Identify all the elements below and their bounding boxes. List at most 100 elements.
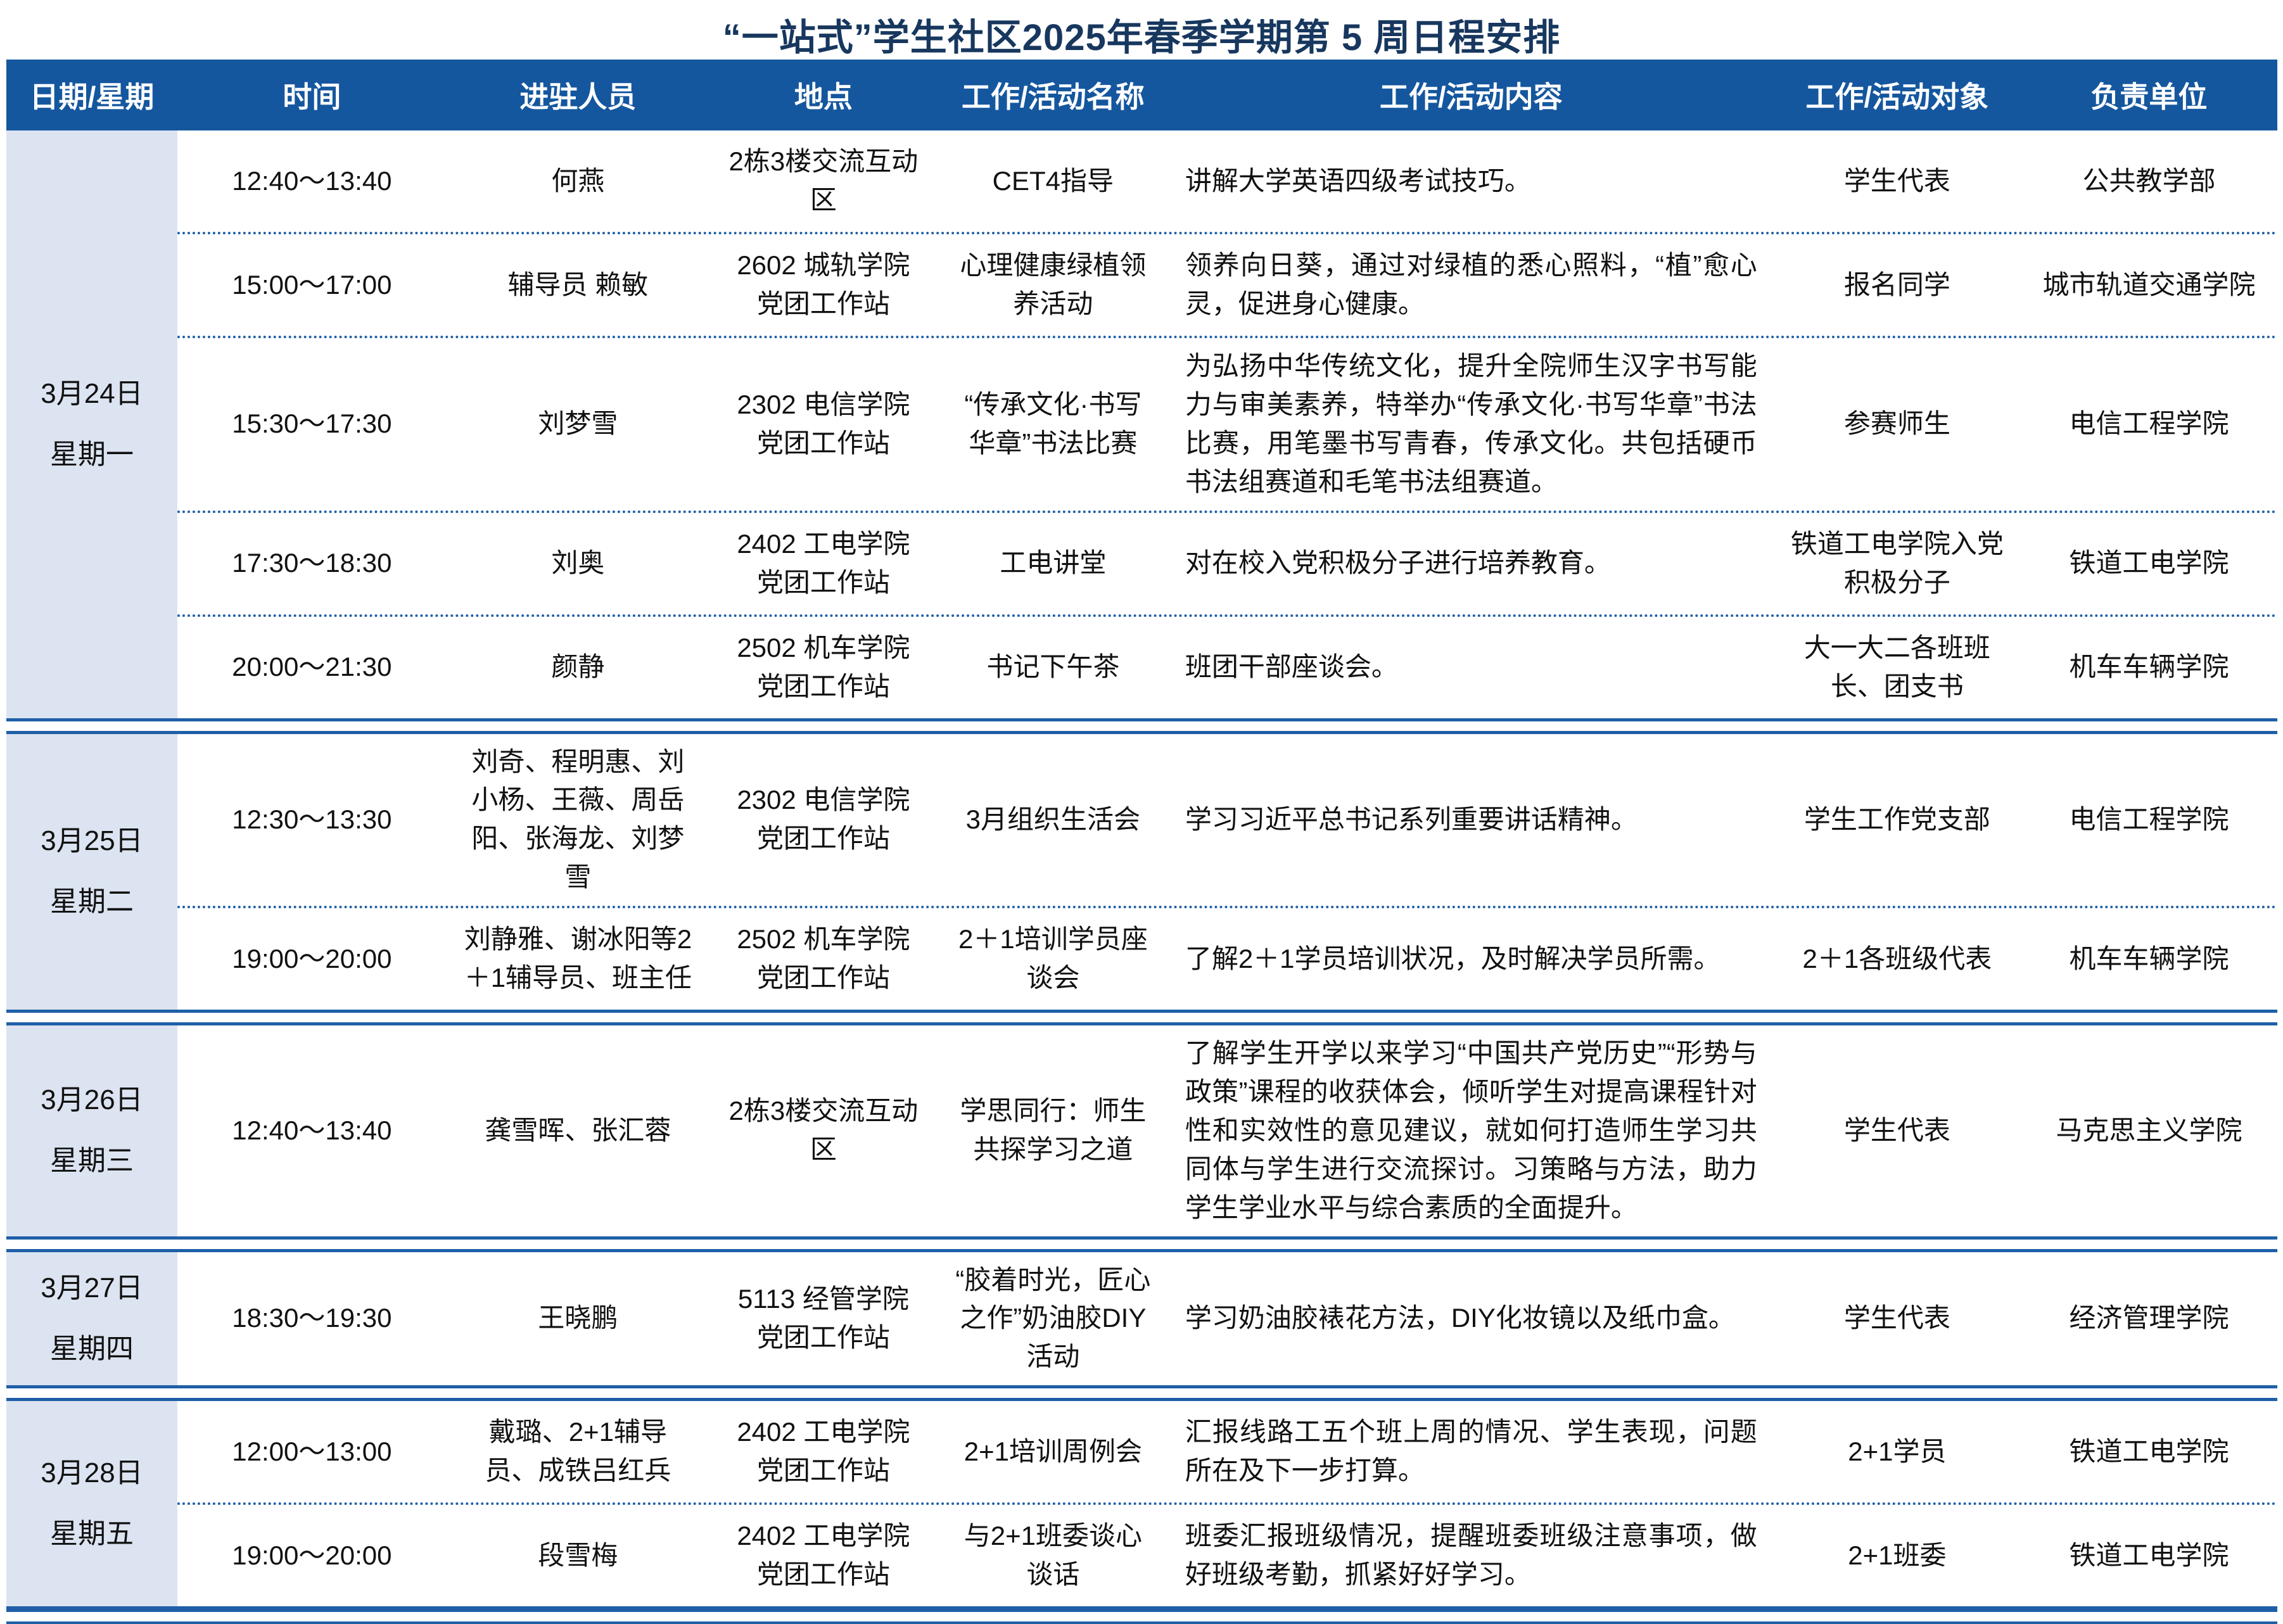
column-header: 工作/活动内容 [1379, 80, 1563, 113]
schedule-row: 15:00～17:00 辅导员 赖敏 2602 城轨学院党团工作站 心理健康绿植领养活… [177, 232, 2277, 336]
activity-name-cell: 2＋1培训学员座谈会 [958, 924, 1148, 993]
schedule-row: 12:00～13:00 戴璐、2+1辅导员、成铁吕红兵 2402 工电学院党团工作站… [177, 1401, 2277, 1502]
audience-cell: 参赛师生 [1843, 409, 1950, 439]
personnel-cell: 辅导员 赖敏 [507, 269, 649, 300]
column-header: 时间 [283, 80, 341, 113]
time-cell: 12:00～13:00 [232, 1436, 392, 1466]
weekday-label: 星期五 [49, 1518, 134, 1550]
unit-cell: 经济管理学院 [2069, 1303, 2229, 1333]
date-group: 3月26日 星期三 12:40～13:40 龚雪晖、张汇蓉 2栋3楼交流互动区 学思同行：… [6, 1025, 2277, 1236]
table-header: 日期/星期 时间 进驻人员 地点 工作/活动名称 工作/活动内容 工作/活动对象 负责单位 [6, 60, 2277, 130]
personnel-cell: 龚雪晖、张汇蓉 [485, 1115, 671, 1145]
schedule-row: 12:40～13:40 龚雪晖、张汇蓉 2栋3楼交流互动区 学思同行：师生共探学习之道… [177, 1025, 2277, 1236]
audience-cell: 报名同学 [1843, 269, 1950, 300]
location-cell: 2302 电信学院党团工作站 [737, 785, 910, 854]
audience-cell: 大一大二各班班长、团支书 [1803, 632, 1990, 701]
personnel-cell: 王晓鹏 [538, 1303, 618, 1333]
activity-content-cell: 班团干部座谈会。 [1185, 652, 1398, 682]
rows-container: 12:40～13:40 何燕 2栋3楼交流互动区 CET4指导 讲解大学英语四级考试技巧… [177, 130, 2277, 718]
activity-name-cell: 心理健康绿植领养活动 [960, 250, 1147, 319]
date-label: 3月24日 [41, 377, 143, 409]
audience-cell: 学生代表 [1843, 1115, 1950, 1145]
schedule-row: 19:00～20:00 刘静雅、谢冰阳等2＋1辅导员、班主任 2502 机车学院党团… [177, 906, 2277, 1010]
personnel-cell: 戴璐、2+1辅导员、成铁吕红兵 [485, 1417, 671, 1486]
activity-name-cell: 3月组织生活会 [965, 804, 1141, 834]
date-group: 3月25日 星期二 12:30～13:30 刘奇、程明惠、刘小杨、王薇、周岳阳、张海龙… [6, 733, 2277, 1010]
time-cell: 15:30～17:30 [232, 409, 392, 439]
activity-name-cell: 工电讲堂 [1000, 548, 1107, 578]
activity-name-cell: 学思同行：师生共探学习之道 [960, 1096, 1147, 1165]
activity-content-cell: 了解2＋1学员培训状况，及时解决学员所需。 [1185, 943, 1720, 974]
activity-name-cell: 书记下午茶 [986, 652, 1120, 682]
rows-container: 12:30～13:30 刘奇、程明惠、刘小杨、王薇、周岳阳、张海龙、刘梦雪 2302… [177, 734, 2277, 1010]
date-label: 3月28日 [41, 1457, 143, 1489]
location-cell: 2402 工电学院党团工作站 [737, 1417, 910, 1486]
unit-cell: 城市轨道交通学院 [2042, 269, 2256, 300]
time-cell: 15:00～17:00 [232, 269, 392, 300]
rows-container: 12:40～13:40 龚雪晖、张汇蓉 2栋3楼交流互动区 学思同行：师生共探学习之道… [177, 1025, 2277, 1236]
activity-content-cell: 汇报线路工五个班上周的情况、学生表现，问题所在及下一步打算。 [1185, 1417, 1757, 1486]
audience-cell: 铁道工电学院入党积极分子 [1790, 528, 2004, 597]
date-cell: 3月28日星期五 [6, 1401, 177, 1607]
activity-content-cell: 学习奶油胶裱花方法，DIY化妆镜以及纸巾盒。 [1185, 1303, 1735, 1333]
group-divider [6, 1010, 2277, 1026]
rows-container: 12:00～13:00 戴璐、2+1辅导员、成铁吕红兵 2402 工电学院党团工作站… [177, 1401, 2277, 1606]
audience-cell: 2+1学员 [1848, 1436, 1947, 1466]
unit-cell: 铁道工电学院 [2069, 1540, 2229, 1570]
audience-cell: 2+1班委 [1848, 1540, 1947, 1570]
activity-content-cell: 领养向日葵，通过对绿植的悉心照料，“植”愈心灵，促进身心健康。 [1185, 250, 1757, 319]
activity-name-cell: “传承文化·书写华章”书法比赛 [964, 389, 1142, 458]
personnel-cell: 刘梦雪 [538, 409, 618, 439]
schedule-row: 20:00～21:30 颜静 2502 机车学院党团工作站 书记下午茶 班团干部座谈会。… [177, 614, 2277, 718]
unit-cell: 电信工程学院 [2069, 804, 2229, 834]
schedule-row: 15:30～17:30 刘梦雪 2302 电信学院党团工作站 “传承文化·书写华章”书… [177, 336, 2277, 511]
group-divider [6, 1236, 2277, 1252]
schedule-row: 17:30～18:30 刘奥 2402 工电学院党团工作站 工电讲堂 对在校入党积极分子… [177, 510, 2277, 614]
date-cell: 3月24日 星期一 [6, 130, 177, 718]
unit-cell: 机车车辆学院 [2069, 652, 2229, 682]
date-cell: 3月26日 星期三 [6, 1025, 177, 1236]
location-cell: 2502 机车学院党团工作站 [737, 632, 910, 701]
time-cell: 12:40～13:40 [232, 1115, 392, 1145]
schedule-row: 12:40～13:40 何燕 2栋3楼交流互动区 CET4指导 讲解大学英语四级考试技巧… [177, 130, 2277, 232]
weekday-label: 星期四 [49, 1333, 134, 1364]
activity-name-cell: “胶着时光，匠心之作”奶油胶DIY活动 [955, 1264, 1151, 1372]
activity-content-cell: 班委汇报班级情况，提醒班委班级注意事项，做好班级考勤，抓紧好好学习。 [1185, 1521, 1757, 1590]
activity-name-cell: 与2+1班委谈心谈话 [963, 1521, 1142, 1590]
date-group: 3月28日星期五 12:00～13:00 戴璐、2+1辅导员、成铁吕红兵 2402 工… [6, 1401, 2277, 1607]
date-group: 3月24日 星期一 12:40～13:40 何燕 2栋3楼交流互动区 CET4指导 讲解大学… [6, 130, 2277, 718]
location-cell: 2602 城轨学院党团工作站 [737, 250, 910, 319]
unit-cell: 电信工程学院 [2069, 409, 2229, 439]
date-cell: 3月27日星期四 [6, 1252, 177, 1386]
audience-cell: 2＋1各班级代表 [1802, 943, 1992, 974]
activity-name-cell: 2+1培训周例会 [963, 1436, 1142, 1466]
date-label: 3月27日 [41, 1272, 143, 1304]
activity-content-cell: 为弘扬中华传统文化，提升全院师生汉字书写能力与审美素养，特举办“传承文化·书写华… [1185, 351, 1757, 497]
audience-cell: 学生代表 [1843, 165, 1950, 196]
schedule-row: 18:30～19:30 王晓鹏 5113 经管学院党团工作站 “胶着时光，匠心之作”奶… [177, 1252, 2277, 1386]
time-cell: 12:40～13:40 [232, 165, 392, 196]
column-header: 负责单位 [2090, 80, 2208, 113]
schedule-row: 19:00～20:00 段雪梅 2402 工电学院党团工作站 与2+1班委谈心谈话 班委… [177, 1502, 2277, 1606]
rows-container: 18:30～19:30 王晓鹏 5113 经管学院党团工作站 “胶着时光，匠心之作”奶… [177, 1252, 2277, 1386]
activity-content-cell: 了解学生开学以来学习“中国共产党历史”“形势与政策”课程的收获体会，倾听学生对提… [1185, 1038, 1757, 1222]
activity-content-cell: 讲解大学英语四级考试技巧。 [1185, 165, 1531, 196]
location-cell: 2栋3楼交流互动区 [728, 1096, 919, 1165]
time-cell: 17:30～18:30 [232, 548, 392, 578]
column-header: 进驻人员 [519, 80, 637, 113]
time-cell: 19:00～20:00 [232, 1540, 392, 1570]
time-cell: 20:00～21:30 [232, 652, 392, 682]
personnel-cell: 何燕 [551, 165, 605, 196]
personnel-cell: 刘静雅、谢冰阳等2＋1辅导员、班主任 [464, 924, 692, 993]
personnel-cell: 刘奥 [551, 548, 605, 578]
location-cell: 2502 机车学院党团工作站 [737, 924, 910, 993]
unit-cell: 铁道工电学院 [2069, 1436, 2229, 1466]
location-cell: 5113 经管学院党团工作站 [737, 1284, 909, 1352]
personnel-cell: 刘奇、程明惠、刘小杨、王薇、周岳阳、张海龙、刘梦雪 [471, 746, 685, 892]
schedule-row: 12:30～13:30 刘奇、程明惠、刘小杨、王薇、周岳阳、张海龙、刘梦雪 2302… [177, 734, 2277, 906]
date-label: 3月25日 [41, 825, 143, 857]
unit-cell: 公共教学部 [2082, 165, 2216, 196]
group-divider [6, 718, 2277, 734]
location-cell: 2402 工电学院党团工作站 [737, 1521, 910, 1590]
time-cell: 12:30～13:30 [232, 804, 392, 834]
